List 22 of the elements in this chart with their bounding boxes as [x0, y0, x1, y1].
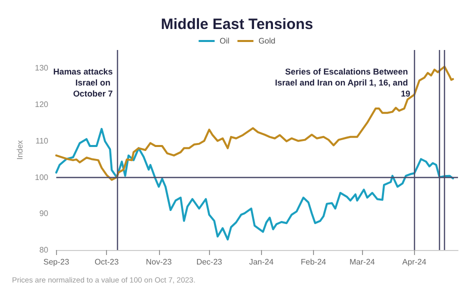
y-axis-title: Index	[16, 140, 24, 160]
y-tick-label: 100	[34, 172, 49, 182]
y-tick-label: 90	[39, 209, 49, 218]
y-tick-label: 110	[35, 136, 49, 146]
x-tick-label: Jan-24	[249, 258, 274, 266]
legend-label: Oil	[220, 36, 230, 46]
y-tick-label: 130	[34, 64, 49, 73]
legend-label: Gold	[258, 36, 276, 46]
x-tick-label: Mar-24	[350, 258, 376, 266]
y-tick-label: 80	[39, 246, 49, 254]
y-tick-label: 120	[34, 100, 49, 110]
chart-title: Middle East Tensions	[160, 16, 314, 33]
ref-line-label: Hamas attacks Israel on October 7	[53, 66, 114, 98]
x-tick-label: Apr-24	[402, 258, 427, 266]
x-tick-label: Dec-23	[196, 258, 223, 266]
line-series	[55, 128, 454, 240]
ref-line-label: Series of Escalations Between Israel and Iran on April 1, 16, and 19	[275, 66, 411, 98]
x-tick-label: Nov-23	[146, 258, 172, 266]
x-tick-label: Sep-23	[43, 258, 70, 266]
x-tick-label: Feb-24	[300, 258, 327, 266]
line-series	[55, 66, 454, 181]
x-tick-label: Oct-23	[94, 258, 120, 266]
